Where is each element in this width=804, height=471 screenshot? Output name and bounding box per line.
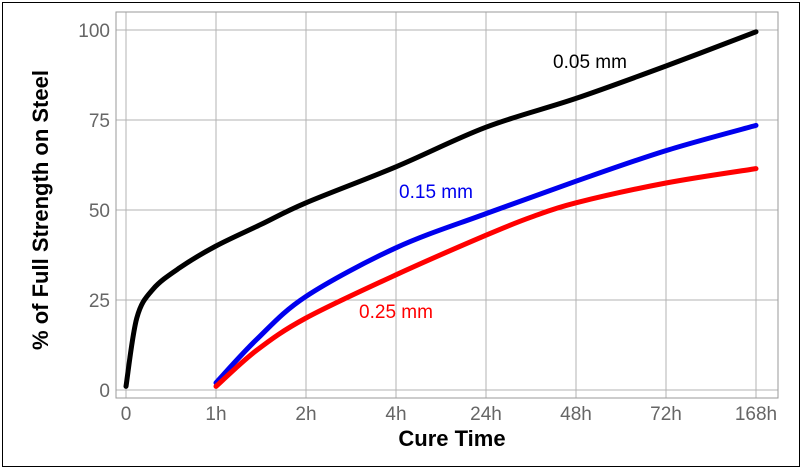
x-tick-label: 0: [121, 404, 132, 425]
series-label-0-25-mm: 0.25 mm: [359, 302, 433, 323]
y-tick-label: 0: [99, 381, 110, 402]
series-line-0-05-mm: [123, 29, 759, 389]
x-tick-labels: 0 1h 2h 4h 24h 48h 72h 168h: [121, 404, 777, 425]
x-tick-label: 2h: [295, 404, 316, 425]
series-line-0-25-mm: [213, 166, 759, 389]
y-tick-label: 100: [78, 21, 110, 42]
x-tick-label: 4h: [385, 404, 406, 425]
series-lines: [123, 29, 759, 389]
series-label-0-05-mm: 0.05 mm: [553, 52, 627, 73]
x-tick-label: 168h: [735, 404, 777, 425]
y-tick-label: 25: [89, 291, 110, 312]
series-label-0-15-mm: 0.15 mm: [399, 182, 473, 203]
x-tick-label: 72h: [650, 404, 682, 425]
x-axis-title: Cure Time: [398, 426, 505, 451]
x-tick-label: 1h: [205, 404, 226, 425]
x-tick-label: 24h: [470, 404, 502, 425]
y-tick-label: 50: [89, 201, 110, 222]
series-labels: 0.05 mm 0.15 mm 0.25 mm: [359, 52, 627, 323]
y-tick-label: 75: [89, 111, 110, 132]
chart-frame: [2, 2, 800, 467]
y-axis-title: % of Full Strength on Steel: [28, 70, 53, 350]
series-line-0-15-mm: [213, 122, 759, 386]
x-tick-label: 48h: [560, 404, 592, 425]
grid: [115, 11, 779, 399]
y-tick-labels: 0 25 50 75 100: [78, 21, 110, 402]
plot-border: [115, 11, 779, 399]
